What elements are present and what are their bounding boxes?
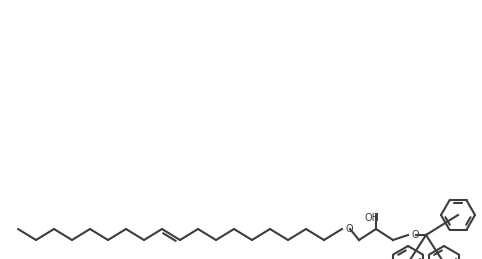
Text: OH: OH [364, 213, 379, 223]
Text: O: O [411, 230, 419, 240]
Text: O: O [345, 224, 353, 234]
